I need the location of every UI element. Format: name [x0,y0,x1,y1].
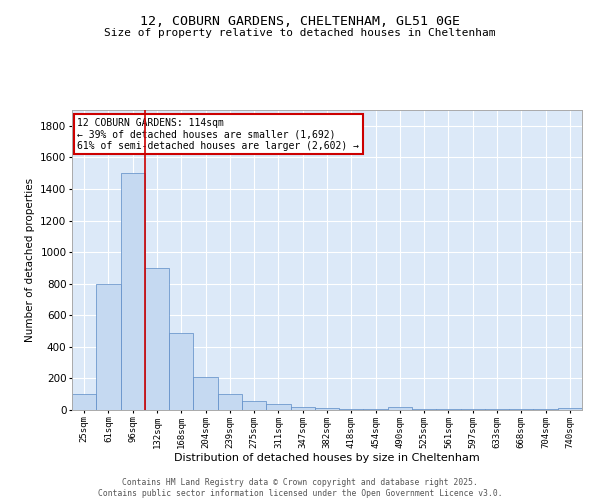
Bar [412,409,436,410]
Bar [315,408,339,410]
Bar [72,394,96,410]
Bar [218,394,242,410]
Bar [242,400,266,410]
Y-axis label: Number of detached properties: Number of detached properties [25,178,35,342]
Bar [558,408,582,410]
Bar [436,409,461,410]
Bar [364,409,388,410]
Text: Contains HM Land Registry data © Crown copyright and database right 2025.
Contai: Contains HM Land Registry data © Crown c… [98,478,502,498]
Text: 12 COBURN GARDENS: 114sqm
← 39% of detached houses are smaller (1,692)
61% of se: 12 COBURN GARDENS: 114sqm ← 39% of detac… [77,118,359,150]
Bar [96,284,121,410]
Bar [121,173,145,410]
X-axis label: Distribution of detached houses by size in Cheltenham: Distribution of detached houses by size … [174,454,480,464]
Bar [145,268,169,410]
Bar [193,377,218,410]
Bar [339,409,364,410]
Bar [266,404,290,410]
Text: Size of property relative to detached houses in Cheltenham: Size of property relative to detached ho… [104,28,496,38]
Bar [169,332,193,410]
Bar [533,409,558,410]
Bar [509,409,533,410]
Bar [388,407,412,410]
Text: 12, COBURN GARDENS, CHELTENHAM, GL51 0GE: 12, COBURN GARDENS, CHELTENHAM, GL51 0GE [140,15,460,28]
Bar [485,409,509,410]
Bar [290,407,315,410]
Bar [461,409,485,410]
